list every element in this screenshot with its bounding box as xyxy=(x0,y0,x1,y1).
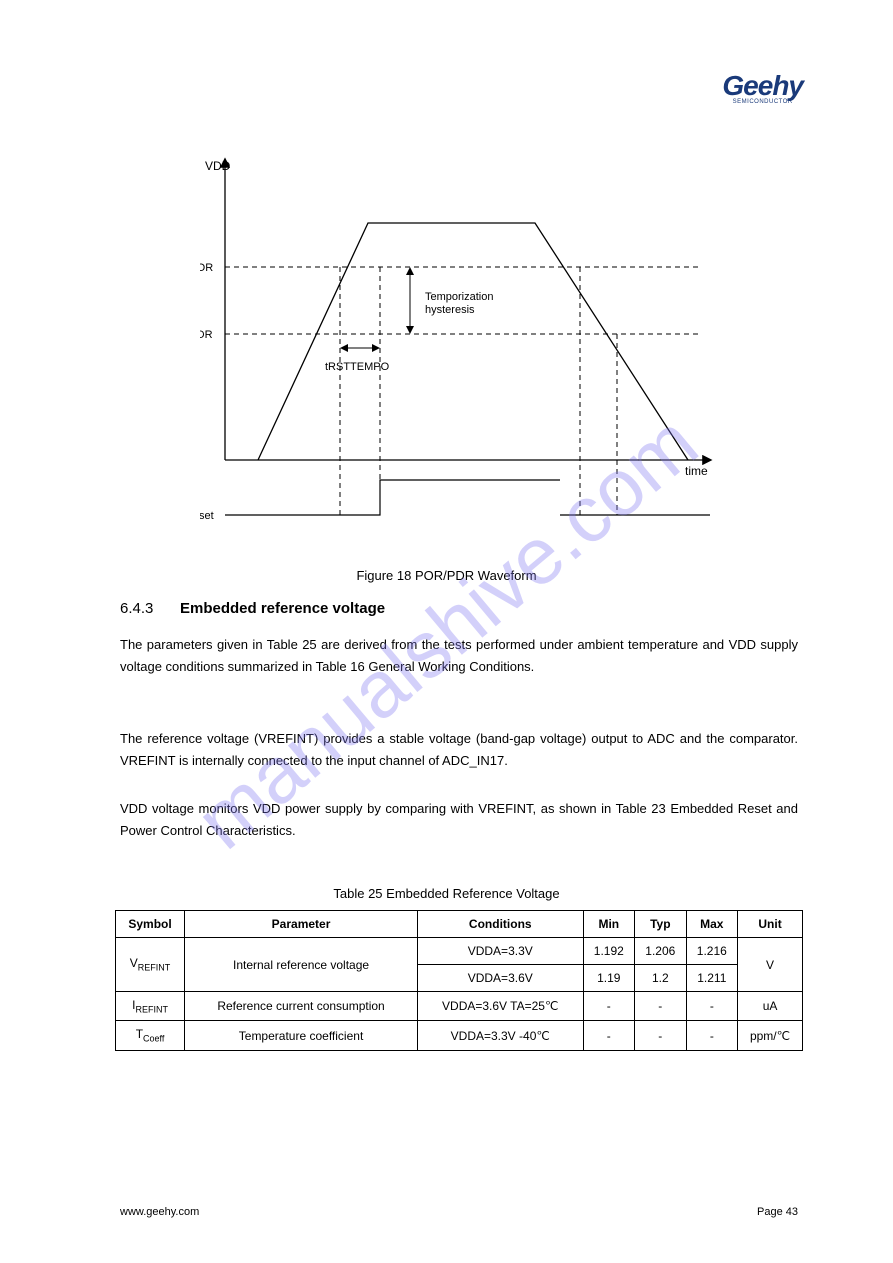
reference-voltage-table: SymbolParameterConditionsMinTypMaxUnitVR… xyxy=(115,910,803,1051)
section-title: Embedded reference voltage xyxy=(180,600,385,617)
paragraph-2: The reference voltage (VREFINT) provides… xyxy=(120,728,798,772)
figure-caption: Figure 18 POR/PDR Waveform xyxy=(0,568,893,583)
svg-text:hysteresis: hysteresis xyxy=(425,304,475,316)
logo-tagline: SEMICONDUCTOR xyxy=(722,99,803,105)
brand-logo: Geehy SEMICONDUCTOR xyxy=(722,70,803,105)
footer-url: www.geehy.com xyxy=(120,1206,199,1218)
svg-text:Reset: Reset xyxy=(200,510,214,522)
page-footer: www.geehy.com Page 43 xyxy=(120,1206,798,1218)
por-pdr-diagram: VDD time VPOR VPDR Temporizationhysteresis tR… xyxy=(200,155,720,550)
logo-brand: Geehy xyxy=(722,70,803,102)
svg-text:VDD: VDD xyxy=(205,159,231,173)
svg-text:VPDR: VPDR xyxy=(200,329,213,341)
footer-page: Page 43 xyxy=(757,1206,798,1218)
svg-text:time: time xyxy=(685,464,708,478)
paragraph-1: The parameters given in Table 25 are der… xyxy=(120,634,798,678)
svg-text:VPOR: VPOR xyxy=(200,262,213,274)
svg-text:Temporization: Temporization xyxy=(425,291,493,303)
svg-text:tRSTTEMPO: tRSTTEMPO xyxy=(325,361,390,373)
section-number: 6.4.3 xyxy=(120,600,153,617)
paragraph-3: VDD voltage monitors VDD power supply by… xyxy=(120,798,798,842)
table-caption: Table 25 Embedded Reference Voltage xyxy=(0,886,893,901)
